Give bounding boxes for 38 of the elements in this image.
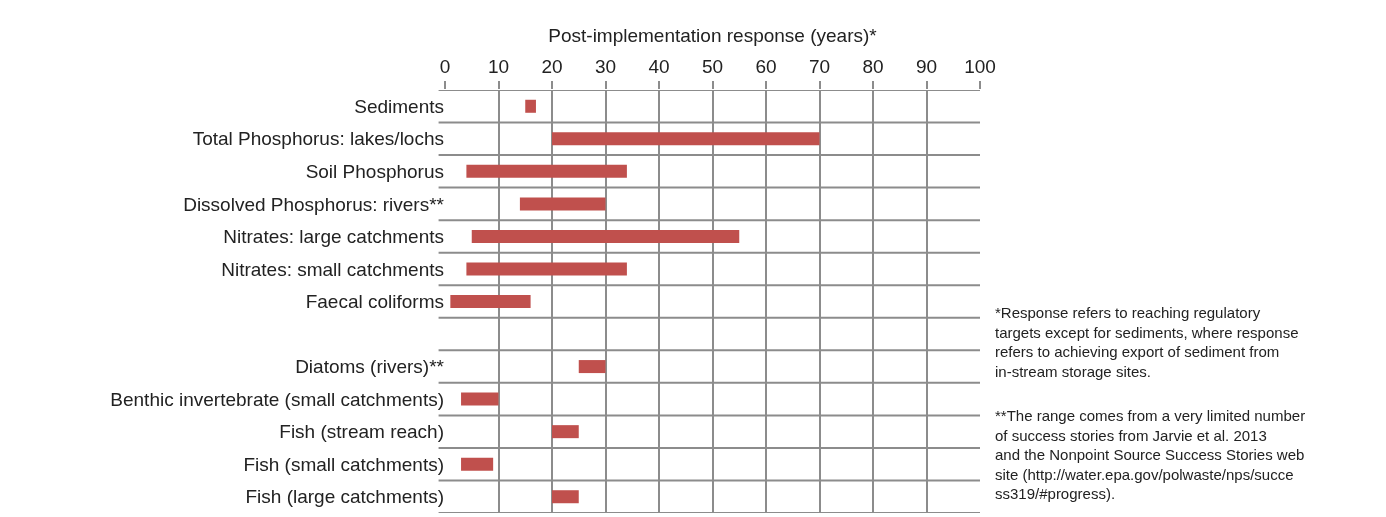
bar xyxy=(461,457,494,471)
x-tick-label: 20 xyxy=(541,56,563,78)
x-tick-label: 10 xyxy=(487,56,510,78)
x-tick-label: 30 xyxy=(594,56,617,78)
y-tick-label: Fish (large catchments) xyxy=(245,486,444,508)
y-tick-label: Dissolved Phosphorus: rivers** xyxy=(183,193,445,215)
y-tick-label: Diatoms (rivers)** xyxy=(295,356,445,378)
bar xyxy=(466,164,627,178)
bar xyxy=(552,425,579,439)
x-tick-label: 80 xyxy=(862,56,884,78)
y-tick-label: Fish (small catchments) xyxy=(243,453,444,475)
bar xyxy=(450,294,531,309)
text: *Response refers to reaching regulatory targets except for sediments, where response refers to achieving export of sediment from in-stream storage sites. xyxy=(995,304,1299,380)
y-tick-label: Sediments xyxy=(354,95,444,117)
x-tick-label: 100 xyxy=(964,56,996,78)
x-tick-label: 40 xyxy=(648,56,670,78)
text: **The range comes from a very limited number of success stories from Jarvie et al. 2013 and the Nonpoint Source Success Stories web site (http://water.epa.gov/polwaste/nps/success319/#progress). xyxy=(995,407,1306,502)
x-tick-label: 0 xyxy=(439,56,451,78)
bar xyxy=(461,392,499,406)
x-tick-label: 60 xyxy=(755,56,777,78)
bar xyxy=(525,99,536,113)
y-tick-label: Total Phosphorus: lakes/lochs xyxy=(192,128,444,150)
y-tick-label: Fish (stream reach) xyxy=(279,421,444,443)
bar xyxy=(552,132,820,146)
y-tick-label: Benthic invertebrate (small catchments) xyxy=(110,388,444,410)
bar xyxy=(578,360,606,374)
x-tick-label: 90 xyxy=(915,56,938,78)
x-axis-title: Post-implementation response (years)* xyxy=(548,25,878,47)
y-tick-label: Faecal coliforms xyxy=(305,291,444,313)
y-tick-label: Nitrates: large catchments xyxy=(223,226,444,248)
bar xyxy=(466,262,627,276)
bar xyxy=(519,197,606,211)
x-tick-label: 50 xyxy=(701,56,724,78)
y-tick-label: Soil Phosphorus xyxy=(305,161,444,182)
y-tick-label: Nitrates: small catchments xyxy=(221,258,444,280)
bar xyxy=(471,229,740,243)
bar xyxy=(552,490,579,504)
x-tick-label: 70 xyxy=(808,56,831,78)
